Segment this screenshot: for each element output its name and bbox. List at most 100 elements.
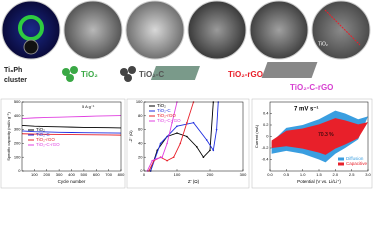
material-label: TiO₂ bbox=[81, 70, 98, 79]
point bbox=[186, 121, 188, 124]
x-tick-label: 500 bbox=[81, 172, 88, 177]
point bbox=[161, 156, 163, 158]
y-axis-label: Specific capacity (mAh g⁻¹) bbox=[6, 112, 11, 161]
annotation: 5 A g⁻¹ bbox=[82, 104, 95, 109]
series-line bbox=[150, 101, 219, 172]
point bbox=[212, 149, 215, 152]
point bbox=[179, 142, 182, 145]
materials-row: Ti₈Ph cluster TiO₂ TiO₂-C TiO₂-rGO TiO₂-… bbox=[4, 62, 333, 92]
point bbox=[156, 157, 158, 160]
x-tick-label: 100 bbox=[174, 172, 181, 177]
point bbox=[215, 128, 218, 131]
y-axis-label: Current (mA) bbox=[254, 124, 259, 148]
area bbox=[271, 118, 368, 155]
y-tick-label: 0 bbox=[18, 168, 21, 173]
point bbox=[196, 146, 198, 148]
x-tick-label: 0.0 bbox=[267, 172, 273, 177]
series-line bbox=[21, 133, 122, 136]
y-tick-label: 200 bbox=[14, 140, 21, 145]
point bbox=[176, 132, 178, 134]
graphical-abstract: TiO₂ Ti₈Ph cluster TiO₂ TiO₂-C TiO₂-rGO … bbox=[0, 0, 373, 189]
y-tick-label: 100 bbox=[136, 99, 143, 104]
image bbox=[1, 0, 61, 60]
legend-label: TiO₂-C bbox=[36, 132, 50, 137]
series-line bbox=[21, 115, 122, 120]
x-tick-label: 2.5 bbox=[349, 172, 355, 177]
point bbox=[171, 121, 173, 124]
image bbox=[125, 0, 185, 60]
y-tick-label: 0.4 bbox=[263, 111, 269, 116]
legend-label: TiO₂ bbox=[157, 103, 166, 108]
x-axis-label: Potential (V vs. Li/Li⁺) bbox=[297, 179, 341, 184]
point bbox=[192, 121, 195, 124]
y-tick-label: 20 bbox=[138, 154, 143, 159]
image-label: TiO₂ bbox=[318, 41, 328, 47]
cluster-ring bbox=[18, 15, 44, 41]
micrographs: TiO₂ bbox=[1, 0, 371, 60]
legend-label: TiO₂-C-rGO bbox=[157, 118, 181, 123]
cluster-label: cluster bbox=[4, 77, 27, 84]
x-tick-label: 2.0 bbox=[333, 172, 339, 177]
x-axis-label: Z' (Ω) bbox=[188, 179, 200, 184]
x-tick-label: 200 bbox=[207, 172, 214, 177]
x-tick-label: 0 bbox=[143, 172, 146, 177]
image bbox=[249, 0, 309, 60]
series-line bbox=[148, 101, 194, 172]
x-tick-label: 700 bbox=[105, 172, 112, 177]
point bbox=[205, 139, 208, 141]
image bbox=[63, 0, 123, 60]
y-tick-label: 60 bbox=[138, 127, 143, 132]
y-tick-label: 0 bbox=[140, 168, 143, 173]
legend-swatch bbox=[338, 162, 344, 166]
image bbox=[311, 0, 371, 60]
legend-label: TiO₂-rGO bbox=[36, 137, 55, 142]
point bbox=[186, 135, 188, 138]
y-tick-label: 40 bbox=[138, 140, 143, 145]
y-tick-label: -0.2 bbox=[262, 145, 270, 150]
x-tick-label: 3.0 bbox=[365, 172, 371, 177]
tio2-rgo-icon bbox=[150, 66, 200, 80]
image bbox=[187, 0, 247, 60]
x-tick-label: 800 bbox=[118, 172, 125, 177]
tio2-icon bbox=[62, 66, 78, 82]
y-tick-label: 400 bbox=[14, 113, 21, 118]
lattice-mark bbox=[324, 9, 361, 46]
inset bbox=[23, 39, 39, 55]
tio2-c-rgo-icon bbox=[261, 62, 318, 78]
tio2-c-icon bbox=[120, 66, 136, 82]
point bbox=[172, 156, 175, 158]
point bbox=[209, 149, 211, 152]
x-tick-label: 1.5 bbox=[316, 172, 322, 177]
y-tick-label: 0.2 bbox=[263, 122, 269, 127]
panel bbox=[126, 98, 250, 189]
x-tick-label: 1.0 bbox=[300, 172, 306, 177]
x-tick-label: 400 bbox=[68, 172, 75, 177]
point bbox=[159, 142, 162, 145]
y-tick-label: 500 bbox=[14, 99, 21, 104]
point bbox=[151, 159, 154, 162]
panel bbox=[0, 98, 126, 189]
y-tick-label: 100 bbox=[14, 154, 21, 159]
plot-frame bbox=[21, 101, 122, 172]
legend-label: TiO₂ bbox=[36, 127, 45, 132]
legend-swatch bbox=[338, 157, 344, 161]
x-tick-label: 300 bbox=[240, 172, 247, 177]
legend-label: Capacitive bbox=[346, 161, 368, 166]
point bbox=[202, 156, 205, 158]
annotation: 7 mV s⁻¹ bbox=[294, 106, 319, 113]
point bbox=[176, 125, 178, 127]
legend-label: Diffusion bbox=[346, 156, 364, 161]
point bbox=[166, 159, 168, 162]
y-tick-label: 300 bbox=[14, 127, 21, 132]
legend-label: TiO₂-C-rGO bbox=[36, 142, 60, 147]
annotation: 70.3 % bbox=[318, 132, 334, 138]
material-label: TiO₂-C-rGO bbox=[290, 83, 333, 92]
x-tick-label: 200 bbox=[43, 172, 50, 177]
x-tick-label: 100 bbox=[31, 172, 38, 177]
x-tick-label: 300 bbox=[56, 172, 63, 177]
x-tick-label: 0.5 bbox=[284, 172, 290, 177]
x-axis-label: Cycle number bbox=[58, 179, 86, 184]
x-tick-label: 600 bbox=[93, 172, 100, 177]
material-label: TiO₂-C bbox=[139, 70, 164, 79]
y-tick-label: 80 bbox=[138, 113, 143, 118]
